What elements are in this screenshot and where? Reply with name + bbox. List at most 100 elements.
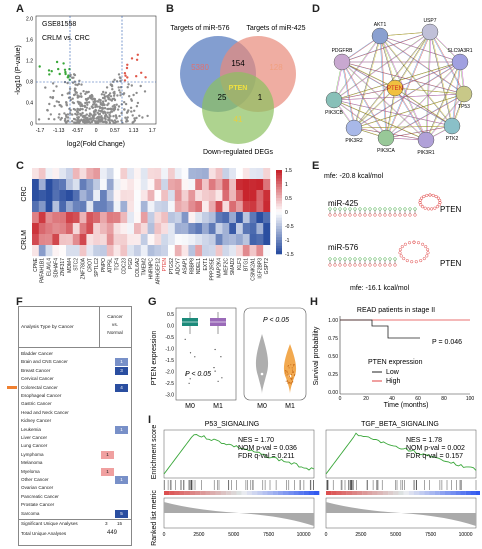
heatmap-cell xyxy=(249,201,257,213)
heatmap-cell xyxy=(93,223,101,235)
network-edge xyxy=(386,31,432,139)
target-base xyxy=(343,263,347,267)
volcano-point xyxy=(46,108,49,112)
volcano-point xyxy=(146,114,149,118)
heatmap-cell xyxy=(256,201,264,213)
gsea-right-title: TGF_BETA_SIGNALING xyxy=(361,421,439,428)
network-node[interactable] xyxy=(421,23,439,41)
h-pvalue: P = 0.046 xyxy=(432,339,462,346)
loop-base xyxy=(405,259,409,263)
volcano-point xyxy=(132,93,135,97)
gsea-rank-bar xyxy=(236,491,242,495)
mir425-label: miR-425 xyxy=(328,199,359,208)
heatmap-cell xyxy=(86,245,94,257)
network-node[interactable] xyxy=(377,129,395,147)
target-base xyxy=(378,263,382,267)
gsea-right: 0 2500 5000 7500 10000 xyxy=(325,429,480,538)
g-violin-point xyxy=(291,383,292,385)
network-node[interactable] xyxy=(455,85,473,103)
heatmap-cell xyxy=(127,190,135,202)
heatmap-gene-label: CDC23 xyxy=(121,258,127,275)
scale-step xyxy=(276,206,282,210)
network-node[interactable] xyxy=(451,53,469,71)
network-edge xyxy=(385,61,461,139)
heatmap-cell xyxy=(45,179,53,191)
g-ytick: -3.0 xyxy=(165,393,174,399)
volcano-point xyxy=(96,105,99,108)
mirna-base xyxy=(343,257,347,261)
heatmap-cell xyxy=(72,179,80,191)
heatmap-cell xyxy=(120,168,128,180)
network-node[interactable] xyxy=(325,91,343,109)
heatmap-cell xyxy=(72,245,80,257)
loop-base xyxy=(422,257,426,261)
f-cancer-row: Cervical Cancer xyxy=(21,376,54,382)
network-edge xyxy=(333,35,381,101)
volcano-point xyxy=(78,119,81,122)
volcano-point xyxy=(94,104,97,108)
heatmap-cell xyxy=(100,234,107,246)
heatmap-cell xyxy=(215,212,223,224)
heatmap-gene-label: COL6A2 xyxy=(135,258,141,277)
target-base xyxy=(353,263,357,267)
volcano-point xyxy=(55,85,58,88)
volcano-point xyxy=(74,121,78,124)
volcano-point xyxy=(110,110,113,113)
network-edge xyxy=(353,61,461,129)
f-down-cell: 1 xyxy=(115,358,128,367)
network-edge xyxy=(334,31,432,101)
g-violin-point xyxy=(292,371,294,372)
volcano-point xyxy=(99,101,102,104)
g-violin-point xyxy=(290,373,292,375)
volcano-point xyxy=(68,87,72,91)
network-node[interactable] xyxy=(333,53,351,71)
heatmap-cell xyxy=(147,245,155,257)
volcano-point xyxy=(73,121,76,124)
network-edge xyxy=(379,35,387,139)
volcano-ytick: 2.0 xyxy=(26,17,33,23)
volcano-point xyxy=(99,102,103,106)
heatmap-cell xyxy=(127,168,135,180)
g-violin-point xyxy=(292,377,294,379)
target-base xyxy=(368,213,372,217)
network-center-node[interactable] xyxy=(386,79,404,97)
network-node[interactable] xyxy=(345,119,363,137)
volcano-point xyxy=(107,116,111,119)
heatmap-cell xyxy=(174,168,182,180)
network-node[interactable] xyxy=(417,131,435,149)
volcano-point xyxy=(131,114,134,117)
heatmap-cell xyxy=(79,179,87,191)
volcano-point xyxy=(119,94,122,97)
g-p-right: P < 0.05 xyxy=(263,317,289,324)
f-cancer-row: Leukemia xyxy=(21,426,41,432)
gsea-rank-bar xyxy=(189,491,196,495)
heatmap-gene-label: KLF3 xyxy=(237,258,243,270)
heatmap-cell xyxy=(113,201,121,213)
volcano-points xyxy=(37,53,149,125)
f-header-right-3: Normal xyxy=(107,331,123,336)
f-sig-up: 3 xyxy=(105,521,108,526)
volcano-point xyxy=(119,86,123,89)
mir576-label: miR-576 xyxy=(328,243,359,252)
f-down-cell: 3 xyxy=(115,366,128,375)
volcano-xlabel: log2(Fold Change) xyxy=(67,141,125,148)
volcano-point xyxy=(113,105,117,109)
heatmap-cell xyxy=(106,201,114,213)
volcano-point xyxy=(121,121,124,125)
heatmap-cell xyxy=(256,190,264,202)
h-ytick: 0.50 xyxy=(328,354,338,360)
heatmap-cell xyxy=(134,212,141,224)
gsea-rank-bar xyxy=(210,491,216,495)
network-node[interactable] xyxy=(371,27,389,45)
heatmap-cell xyxy=(161,245,169,257)
g-ytick: -1.5 xyxy=(165,358,174,364)
g-ytick: 0.5 xyxy=(167,312,174,318)
heatmap-cell xyxy=(188,201,196,213)
network-edge xyxy=(341,61,465,95)
heatmap-cell xyxy=(154,212,162,224)
gsea-rank-bar xyxy=(465,491,471,495)
network-node[interactable] xyxy=(443,117,461,135)
target-base xyxy=(403,213,407,217)
volcano-point xyxy=(113,78,116,82)
gsea-rank-bar xyxy=(220,491,227,495)
